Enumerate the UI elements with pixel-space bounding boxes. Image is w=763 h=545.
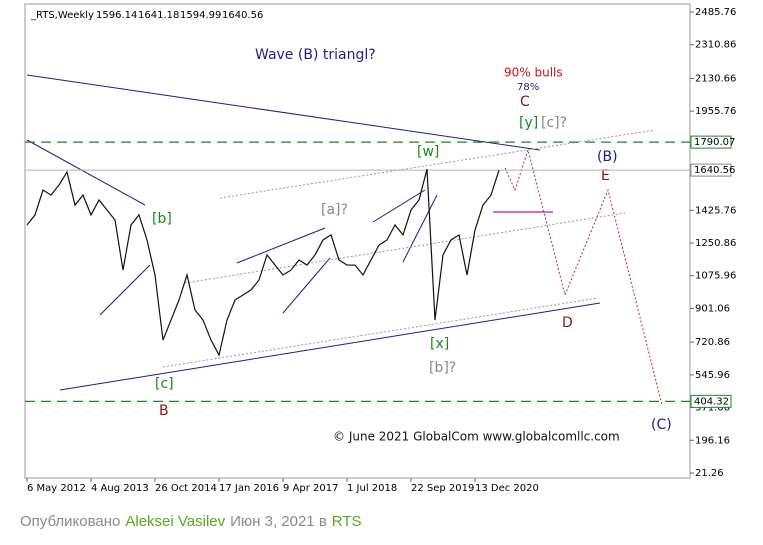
footer-prefix: Опубликовано bbox=[20, 513, 121, 530]
x-tick-label: 6 May 2012 bbox=[27, 483, 86, 494]
y-tick-label: 720.86 bbox=[695, 337, 730, 348]
x-tick-label: 9 Apr 2017 bbox=[283, 483, 338, 494]
annotation: C bbox=[520, 94, 530, 110]
x-tick-label: 4 Aug 2013 bbox=[91, 483, 149, 494]
annotation: E bbox=[601, 168, 610, 184]
annotation: Wave (B) triangl? bbox=[255, 47, 376, 63]
level-box bbox=[690, 135, 732, 149]
ohlc: 1596.14 1641.18 1594.99 1640.56 bbox=[96, 10, 263, 21]
annotations: Wave (B) triangl? 90% bulls 78% C [y] [c… bbox=[152, 47, 672, 444]
trend-line bbox=[372, 189, 426, 223]
x-tick-label: 22 Sep 2019 bbox=[411, 483, 474, 494]
y-tick-label: 2485.76 bbox=[695, 7, 736, 18]
channel-line bbox=[219, 129, 656, 199]
x-tick-label: 1 Jul 2018 bbox=[347, 483, 397, 494]
level-box bbox=[690, 394, 732, 408]
annotation: [y] bbox=[519, 115, 538, 131]
trend-line bbox=[236, 227, 326, 264]
channel-line bbox=[162, 297, 599, 368]
y-tick-label: 1250.86 bbox=[695, 238, 736, 249]
y-tick-label: 1955.76 bbox=[695, 106, 736, 117]
y-tick-label: 21.26 bbox=[695, 468, 724, 479]
trend-line bbox=[26, 139, 146, 206]
projection bbox=[504, 148, 663, 406]
x-tick-label: 26 Oct 2014 bbox=[155, 483, 217, 494]
trend-line bbox=[402, 194, 438, 263]
annotation: [c] bbox=[155, 376, 174, 392]
x-tick-label: 17 Jan 2016 bbox=[219, 483, 279, 494]
y-tick-label: 901.06 bbox=[695, 303, 730, 314]
symbol-link[interactable]: RTS bbox=[331, 513, 362, 530]
trend-line bbox=[99, 264, 151, 316]
plot-frame bbox=[24, 3, 691, 479]
annotation: [w] bbox=[417, 144, 439, 160]
copyright: © June 2021 GlobalCom www.globalcomllc.c… bbox=[333, 430, 620, 444]
y-tick-label: 545.96 bbox=[695, 370, 730, 381]
y-tick-label: 2310.86 bbox=[695, 40, 736, 51]
annotation: [a]? bbox=[321, 202, 348, 218]
footer: Опубликовано Aleksei Vasilev Июн 3, 2021 в… bbox=[20, 513, 367, 530]
annotation: D bbox=[562, 315, 573, 331]
footer-date: Июн 3, 2021 в bbox=[230, 513, 327, 530]
author-link[interactable]: Aleksei Vasilev bbox=[125, 513, 226, 530]
chart: _RTS,Weekly 1596.14 1641.18 1594.99 1640… bbox=[24, 3, 736, 494]
y-tick-label: 371.06 bbox=[695, 403, 730, 414]
trend-line bbox=[26, 74, 541, 151]
x-tick-label: 13 Dec 2020 bbox=[475, 483, 539, 494]
annotation: B bbox=[159, 403, 169, 419]
annotation: (B) bbox=[597, 149, 618, 165]
annotation: [b]? bbox=[429, 360, 456, 376]
annotation: [b] bbox=[152, 211, 172, 227]
level-box bbox=[690, 163, 732, 177]
annotation: [x] bbox=[430, 336, 449, 352]
trend-line bbox=[282, 257, 331, 314]
high: 1641.18 bbox=[138, 10, 179, 21]
y-tick-label: 196.16 bbox=[695, 435, 730, 446]
trend-line bbox=[59, 302, 601, 391]
price-line bbox=[26, 169, 500, 357]
annotation: 78% bbox=[517, 82, 539, 93]
annotation: (C) bbox=[651, 417, 672, 433]
y-tick-label: 1425.76 bbox=[695, 205, 736, 216]
level-label: 404.32 bbox=[694, 396, 729, 407]
y-tick-label: 2130.66 bbox=[695, 73, 736, 84]
y-tick-label: 1075.96 bbox=[695, 271, 736, 282]
annotation: 90% bulls bbox=[504, 66, 563, 80]
close: 1640.56 bbox=[222, 10, 263, 21]
annotation: [c]? bbox=[541, 115, 567, 131]
wave-lines bbox=[26, 74, 663, 406]
open: 1596.14 bbox=[96, 10, 137, 21]
level-label: 1790.07 bbox=[694, 137, 735, 148]
chart-title: _RTS,Weekly bbox=[30, 10, 94, 21]
low: 1594.99 bbox=[180, 10, 221, 21]
level-label: 1640.56 bbox=[694, 165, 735, 176]
